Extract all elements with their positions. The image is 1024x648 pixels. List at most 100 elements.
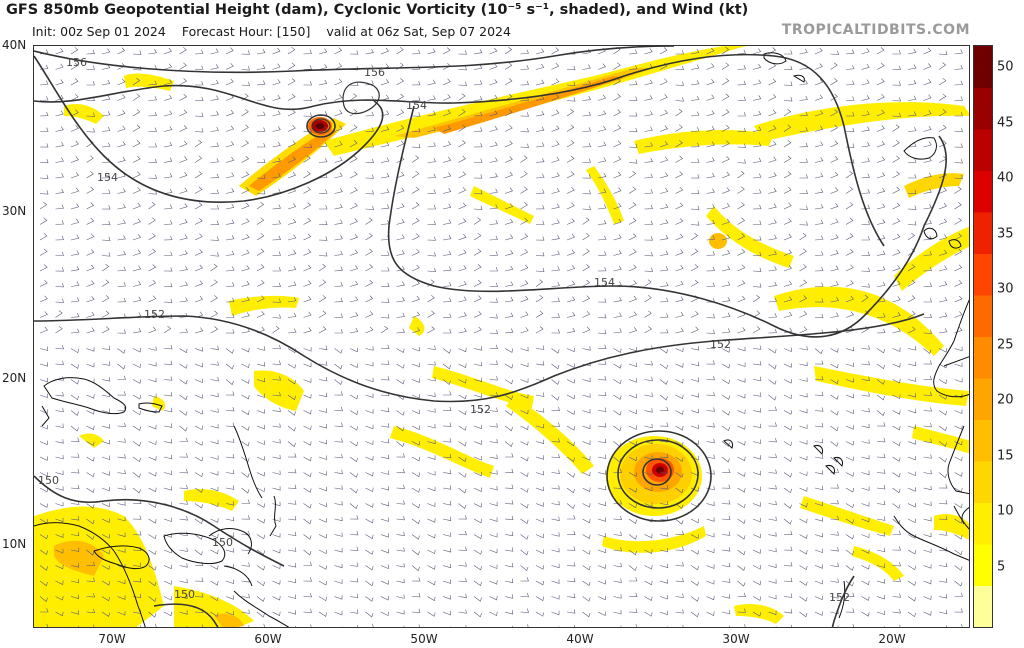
wind-barb	[923, 110, 932, 117]
wind-barb	[783, 518, 792, 525]
wind-barb	[442, 422, 452, 427]
wind-barb	[800, 628, 808, 629]
wind-barb	[101, 611, 110, 617]
wind-barb	[349, 93, 358, 101]
wind-barb	[310, 624, 312, 627]
wind-barb	[597, 314, 607, 319]
wind-barb	[39, 549, 48, 555]
wind-barb	[303, 264, 312, 272]
wind-barb	[737, 65, 746, 70]
wind-barb	[613, 562, 622, 568]
wind-barb	[241, 171, 250, 179]
wind-barb	[628, 425, 637, 430]
wind-barb	[489, 360, 498, 365]
wind-barb	[365, 205, 374, 211]
wind-barb	[179, 516, 188, 521]
wind-barb	[427, 110, 436, 117]
wind-barb	[287, 578, 297, 584]
wind-barb	[287, 441, 296, 448]
wind-barb	[628, 393, 637, 399]
wind-barb	[892, 218, 901, 225]
wind-barb	[768, 250, 777, 256]
wind-barb	[132, 77, 141, 86]
wind-barb	[318, 580, 327, 586]
wind-barb	[86, 65, 95, 70]
wind-barb	[318, 596, 327, 602]
wind-barb	[55, 220, 64, 225]
wind-barb	[210, 361, 219, 366]
wind-barb	[39, 377, 48, 383]
wind-barb	[396, 441, 405, 447]
wind-barb	[768, 563, 777, 568]
lon-label-70w: 70W	[98, 632, 126, 646]
wind-barb	[148, 611, 157, 618]
wind-barb	[737, 202, 745, 210]
wind-barb	[861, 470, 870, 476]
wind-barb	[659, 438, 669, 443]
wind-barb	[318, 295, 327, 303]
wind-barb	[318, 361, 328, 366]
colorbar-tick-label: 40	[997, 170, 1014, 186]
wind-barb	[427, 48, 436, 55]
wind-barb	[380, 548, 389, 554]
wind-barb	[783, 456, 792, 462]
wind-barb	[427, 471, 436, 476]
wind-barb	[241, 202, 250, 210]
wind-barb	[427, 345, 436, 350]
wind-barb	[225, 297, 235, 303]
wind-barb	[380, 173, 390, 179]
wind-barb	[613, 265, 622, 272]
wind-barb	[845, 65, 855, 70]
wind-barb	[613, 156, 622, 163]
wind-barb	[768, 313, 777, 318]
wind-barb	[349, 441, 358, 447]
wind-barb	[458, 410, 467, 415]
wind-barb	[659, 47, 668, 55]
colorbar-swatch	[974, 129, 992, 171]
wind-barb	[365, 217, 373, 225]
wind-barb	[628, 472, 637, 477]
wind-barb	[334, 485, 343, 490]
colorbar-swatch	[974, 253, 992, 296]
wind-barb	[287, 468, 297, 474]
wind-barb	[597, 344, 607, 349]
wind-barb	[768, 141, 777, 148]
wind-barb	[39, 534, 48, 540]
wind-barb	[613, 531, 622, 536]
wind-barb	[566, 296, 576, 303]
wind-barb	[349, 186, 358, 194]
wind-barb	[892, 503, 901, 509]
wind-barb	[675, 562, 684, 567]
wind-barb	[148, 217, 156, 225]
wind-barb	[659, 500, 669, 506]
wind-barb	[628, 264, 637, 272]
wind-barb	[876, 563, 886, 568]
wind-barb	[287, 563, 297, 568]
wind-barb	[318, 95, 328, 101]
wind-barb	[644, 142, 653, 148]
wind-barb	[628, 409, 637, 415]
wind-barb	[768, 438, 777, 443]
wind-barb	[225, 203, 235, 210]
wind-barb	[396, 218, 405, 225]
wind-barb	[535, 79, 545, 86]
wind-barb	[861, 326, 869, 334]
wind-barb	[132, 425, 141, 431]
wind-barb	[70, 172, 79, 179]
wind-barb	[830, 562, 839, 568]
wind-barb	[396, 547, 405, 552]
wind-barb	[752, 251, 762, 257]
wind-barb	[442, 266, 452, 272]
wind-barb	[706, 423, 715, 428]
wind-barb	[907, 377, 917, 382]
wind-barb	[194, 202, 203, 210]
wind-barb	[117, 516, 126, 522]
wind-barb	[70, 93, 79, 101]
wind-barb	[396, 328, 405, 334]
wind-barb	[55, 407, 64, 413]
wind-barb	[256, 393, 265, 398]
wind-barb	[535, 486, 544, 492]
wind-barb	[179, 78, 188, 86]
wind-barb	[318, 64, 328, 70]
wind-barb	[628, 80, 638, 86]
